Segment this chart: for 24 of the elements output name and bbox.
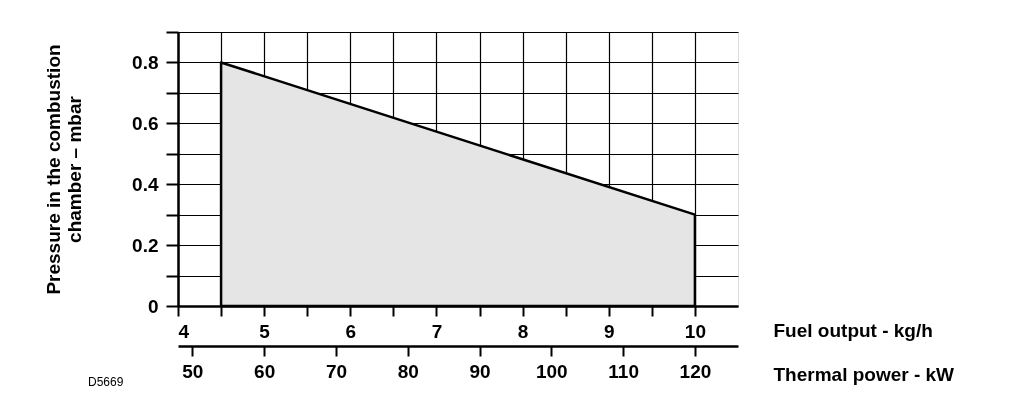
y-axis-title: Pressure in the combustion chamber – mbar <box>42 44 85 295</box>
x2-tick-label: 100 <box>535 360 568 382</box>
x-tick-label: 4 <box>178 320 190 342</box>
y-tick-label: 0.4 <box>132 173 159 195</box>
x2-axis-title: Thermal power - kW <box>773 363 955 385</box>
text: D5669 <box>88 375 124 389</box>
x-tick-label: 6 <box>345 320 357 342</box>
x2-tick-label: 90 <box>469 360 491 382</box>
y-tick-label: 0.8 <box>132 51 159 73</box>
x2-tick-label: 80 <box>397 360 419 382</box>
y-tick-label: 0.6 <box>132 112 159 134</box>
x2-tick-label: 70 <box>325 360 348 382</box>
x-tick-label: 5 <box>259 320 271 342</box>
x-tick-label: 7 <box>431 320 443 342</box>
x2-tick-label: 120 <box>679 360 712 382</box>
x-tick-label: 9 <box>603 320 615 342</box>
y-tick-label: 0 <box>147 295 159 317</box>
x-axis-title: Fuel output - kg/h <box>773 319 933 341</box>
x2-tick-label: 50 <box>182 360 204 382</box>
x2-tick-label: 110 <box>608 360 639 382</box>
x-tick-label: 10 <box>684 320 706 342</box>
x-tick-label: 8 <box>517 320 529 342</box>
y-tick-label: 0.2 <box>132 234 159 256</box>
x2-tick-label: 60 <box>254 360 276 382</box>
